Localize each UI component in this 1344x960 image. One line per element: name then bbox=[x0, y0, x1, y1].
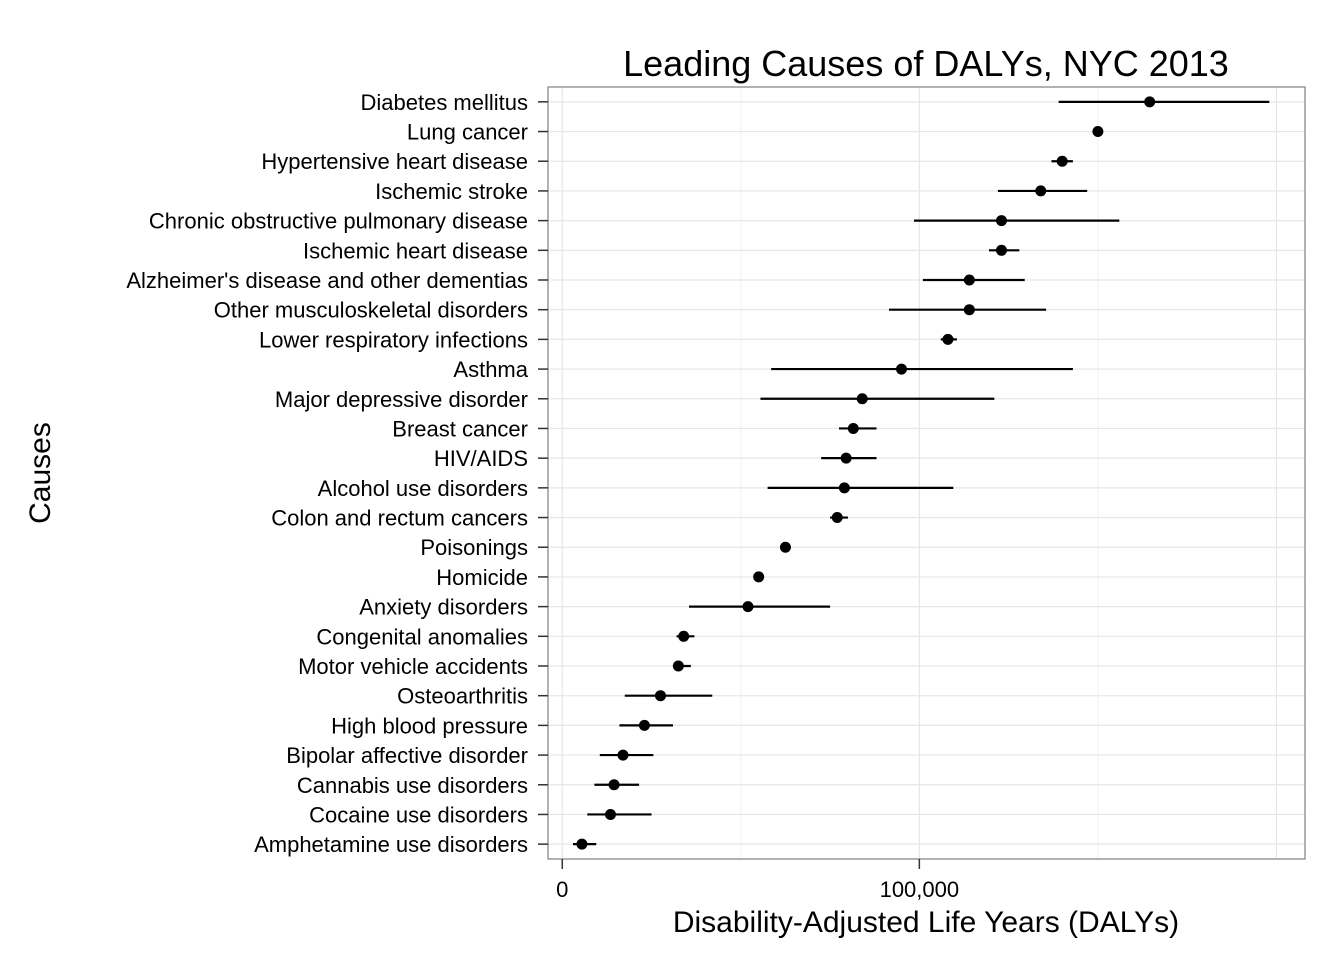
y-tick-label: Ischemic stroke bbox=[375, 179, 528, 204]
y-tick-label: Poisonings bbox=[420, 535, 528, 560]
panel-background bbox=[548, 87, 1305, 859]
x-axis-title: Disability-Adjusted Life Years (DALYs) bbox=[673, 906, 1179, 939]
data-point bbox=[779, 541, 791, 553]
panel-border bbox=[547, 86, 1306, 860]
y-tick-label: Alcohol use disorders bbox=[318, 476, 528, 501]
y-tick-label: Major depressive disorder bbox=[275, 387, 528, 412]
chart-title: Leading Causes of DALYs, NYC 2013 bbox=[623, 43, 1229, 84]
data-point bbox=[638, 719, 650, 731]
data-point bbox=[672, 660, 684, 672]
data-point bbox=[753, 571, 765, 583]
data-point bbox=[942, 333, 954, 345]
y-tick-label: Breast cancer bbox=[392, 416, 528, 441]
y-axis: Diabetes mellitus Lung cancer Hypertensive… bbox=[126, 90, 548, 857]
data-point bbox=[995, 215, 1007, 227]
x-tick-label: 0 bbox=[556, 877, 568, 902]
y-tick-label: Ischemic heart disease bbox=[303, 238, 528, 263]
y-tick-label: Lung cancer bbox=[407, 120, 528, 145]
y-tick-label: Alzheimer's disease and other dementias bbox=[126, 268, 528, 293]
y-tick-label: Cannabis use disorders bbox=[297, 773, 528, 798]
data-point bbox=[840, 452, 852, 464]
data-point bbox=[963, 304, 975, 316]
y-tick-label: Osteoarthritis bbox=[397, 684, 528, 709]
data-point bbox=[576, 838, 588, 850]
data-point bbox=[831, 512, 843, 524]
y-tick-label: Diabetes mellitus bbox=[360, 90, 528, 115]
data-point bbox=[604, 808, 616, 820]
x-tick-label: 100,000 bbox=[880, 877, 960, 902]
y-axis-title: Causes bbox=[24, 422, 57, 524]
data-point bbox=[1035, 185, 1047, 197]
y-tick-label: Bipolar affective disorder bbox=[286, 743, 528, 768]
data-point bbox=[617, 749, 629, 761]
y-tick-label: High blood pressure bbox=[331, 713, 528, 738]
y-tick-label: Other musculoskeletal disorders bbox=[214, 298, 528, 323]
data-point bbox=[963, 274, 975, 286]
data-marks bbox=[572, 96, 1270, 850]
x-axis: 0 100,000 bbox=[556, 859, 959, 902]
data-point bbox=[742, 601, 754, 613]
data-point bbox=[1092, 126, 1104, 138]
data-point bbox=[678, 630, 690, 642]
data-point bbox=[847, 422, 859, 434]
y-tick-label: Amphetamine use disorders bbox=[254, 832, 528, 857]
y-tick-label: Asthma bbox=[453, 357, 528, 382]
data-point bbox=[896, 363, 908, 375]
y-tick-label: Anxiety disorders bbox=[359, 595, 528, 620]
data-point bbox=[1056, 155, 1068, 167]
y-tick-label: HIV/AIDS bbox=[434, 446, 528, 471]
data-point bbox=[654, 690, 666, 702]
y-tick-label: Cocaine use disorders bbox=[309, 802, 528, 827]
y-tick-label: Colon and rectum cancers bbox=[271, 506, 528, 531]
data-point bbox=[838, 482, 850, 494]
plot-panel bbox=[547, 86, 1306, 860]
y-tick-label: Motor vehicle accidents bbox=[298, 654, 528, 679]
data-point bbox=[1144, 96, 1156, 108]
y-tick-label: Hypertensive heart disease bbox=[261, 149, 528, 174]
y-tick-label: Chronic obstructive pulmonary disease bbox=[149, 209, 528, 234]
data-point bbox=[995, 244, 1007, 256]
data-point bbox=[608, 779, 620, 791]
y-tick-label: Lower respiratory infections bbox=[259, 327, 528, 352]
y-tick-label: Homicide bbox=[436, 565, 528, 590]
y-tick-label: Congenital anomalies bbox=[316, 624, 528, 649]
data-point bbox=[856, 393, 868, 405]
